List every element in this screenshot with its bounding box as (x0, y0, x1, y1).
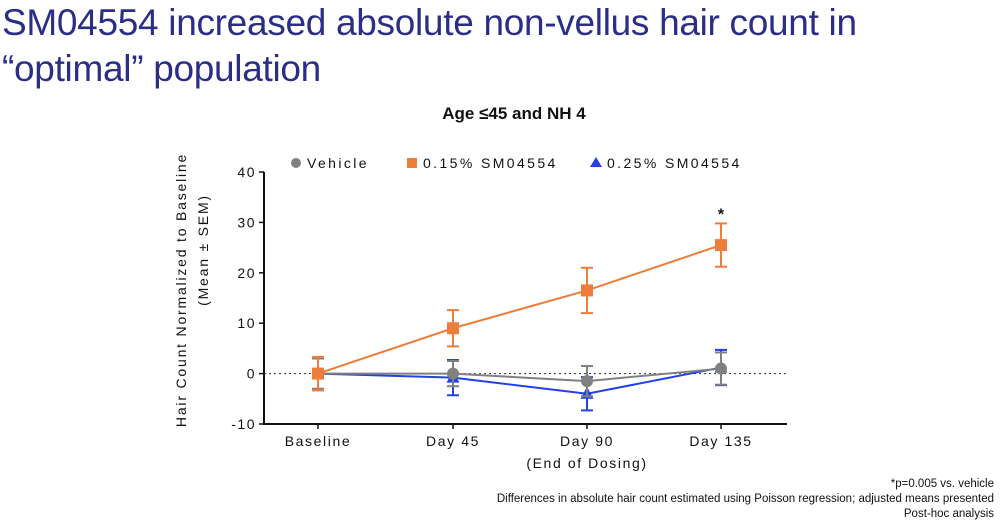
series-line (317, 366, 722, 395)
series-0-15-sm04554 (312, 222, 727, 392)
y-tick-label: 0 (247, 366, 256, 382)
legend-star-icon (590, 157, 602, 167)
legend-item: Vehicle (291, 155, 369, 171)
data-point (447, 322, 459, 335)
y-tick-label: -10 (231, 416, 256, 432)
legend: Vehicle 0.15% SM04554 0.25% SM04554 (291, 155, 742, 171)
x-tick-label: Day 135 (689, 433, 752, 449)
footnotes: *p=0.005 vs. vehicle Differences in abso… (497, 477, 994, 522)
legend-item: 0.25% SM04554 (590, 155, 742, 171)
x-tick-label: Day 90 (560, 433, 614, 449)
footnote-analysis: Post-hoc analysis (903, 508, 994, 520)
footnote-significance: *p=0.005 vs. vehicle (890, 478, 994, 490)
data-point (581, 375, 593, 388)
y-axis-subtitle: (Mean ± SEM) (195, 194, 211, 306)
series-line (318, 367, 722, 383)
chart-title: Age ≤45 and NH 4 (442, 104, 586, 123)
slide-title-line-1: SM04554 increased absolute non-vellus ha… (2, 2, 857, 43)
significance-asterisk: * (718, 206, 725, 223)
x-tick-label: Baseline (285, 433, 352, 449)
y-tick-label: 30 (237, 214, 256, 230)
series-layer (311, 222, 728, 412)
x-tick-label: Day 45 (426, 433, 480, 449)
data-point (715, 239, 727, 252)
legend-label: 0.25% SM04554 (607, 155, 742, 171)
data-point (581, 284, 593, 297)
data-point (715, 362, 727, 375)
data-point (447, 367, 459, 380)
y-axis-title: Hair Count Normalized to Baseline (173, 153, 189, 427)
legend-square-icon (407, 158, 417, 168)
footnote-method: Differences in absolute hair count estim… (496, 493, 994, 505)
annotation-layer: * (718, 206, 725, 223)
series-line (317, 244, 722, 375)
series-vehicle (312, 351, 727, 398)
axes: -10 0 10 20 30 40 Baseline Day 45 Day 90 (End of … (173, 153, 787, 471)
y-tick-label: 40 (237, 164, 256, 180)
legend-item: 0.15% SM04554 (407, 155, 558, 171)
data-point (312, 367, 324, 380)
slide-title-line-2: “optimal” population (2, 48, 321, 89)
y-tick-label: 10 (237, 315, 256, 331)
legend-circle-icon (291, 158, 301, 168)
legend-label: 0.15% SM04554 (423, 155, 558, 171)
y-tick-label: 20 (237, 265, 256, 281)
legend-label: Vehicle (307, 155, 369, 171)
series-0-25-sm04554 (311, 348, 728, 412)
slide-title: SM04554 increased absolute non-vellus ha… (2, 0, 992, 92)
x-tick-sublabel: (End of Dosing) (526, 455, 647, 471)
